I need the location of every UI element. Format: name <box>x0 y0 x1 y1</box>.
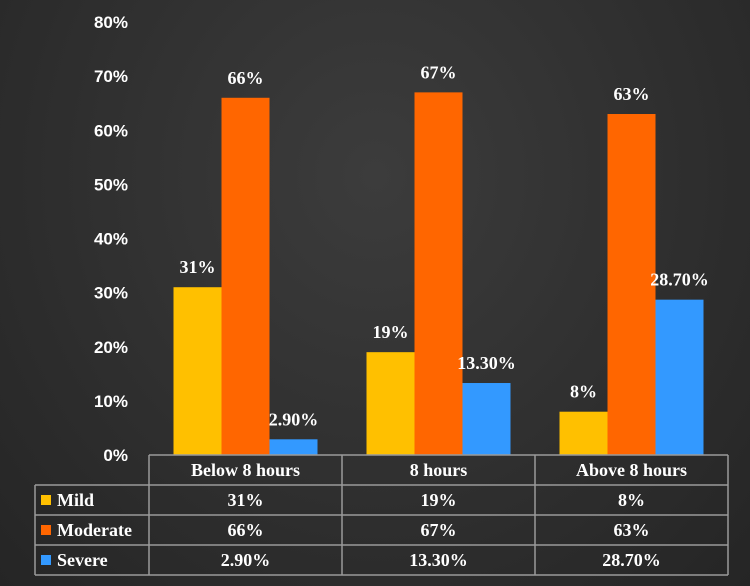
bar-moderate <box>607 114 656 455</box>
data-label: 19% <box>373 322 409 342</box>
data-label: 8% <box>570 382 597 402</box>
legend-label: Severe <box>57 550 108 570</box>
legend-key-mild <box>41 495 51 505</box>
bars <box>173 92 704 456</box>
table-cell: 2.90% <box>221 550 271 570</box>
data-labels: 31% 66% 2.90% 19% 67% 13.30% 8% 63% 28.70% <box>180 62 709 429</box>
table-cell: 19% <box>421 490 457 510</box>
data-label: 66% <box>228 68 264 88</box>
legend-key-severe <box>41 555 51 565</box>
y-tick-label: 60% <box>94 121 128 140</box>
category-label: Above 8 hours <box>576 460 687 480</box>
bar-mild <box>559 411 608 455</box>
data-label: 13.30% <box>457 353 516 373</box>
y-tick-label: 50% <box>94 175 128 194</box>
y-tick-label: 80% <box>94 13 128 32</box>
y-tick-label: 70% <box>94 67 128 86</box>
bar-severe <box>655 299 704 455</box>
category-label: 8 hours <box>410 460 468 480</box>
bar-mild <box>366 352 415 455</box>
y-tick-label: 10% <box>94 392 128 411</box>
table-cell: 66% <box>228 520 264 540</box>
bar-mild <box>173 287 222 455</box>
table-cell: 67% <box>421 520 457 540</box>
data-label: 63% <box>614 84 650 104</box>
y-tick-label: 20% <box>94 338 128 357</box>
table-cell: 8% <box>618 490 645 510</box>
bar-moderate <box>221 97 270 456</box>
y-tick-label: 30% <box>94 284 128 303</box>
bar-moderate <box>414 92 463 456</box>
data-table: Below 8 hours 8 hours Above 8 hours Mild 31%… <box>34 454 729 576</box>
bar-severe <box>462 383 511 455</box>
y-axis-ticks: 0% 10% 20% 30% 40% 50% 60% 70% 80% <box>94 13 128 465</box>
legend-key-moderate <box>41 525 51 535</box>
legend-label: Mild <box>57 490 94 510</box>
legend-label: Moderate <box>57 520 132 540</box>
table-cell: 31% <box>228 490 264 510</box>
data-label: 31% <box>180 257 216 277</box>
table-cell: 13.30% <box>409 550 468 570</box>
data-label: 67% <box>421 62 457 82</box>
category-label: Below 8 hours <box>191 460 300 480</box>
bar-severe <box>269 439 318 455</box>
table-cell: 28.70% <box>602 550 661 570</box>
y-tick-label: 0% <box>103 446 128 465</box>
table-cell: 63% <box>614 520 650 540</box>
data-label: 28.70% <box>650 270 709 290</box>
y-tick-label: 40% <box>94 230 128 249</box>
data-label: 2.90% <box>269 409 319 429</box>
